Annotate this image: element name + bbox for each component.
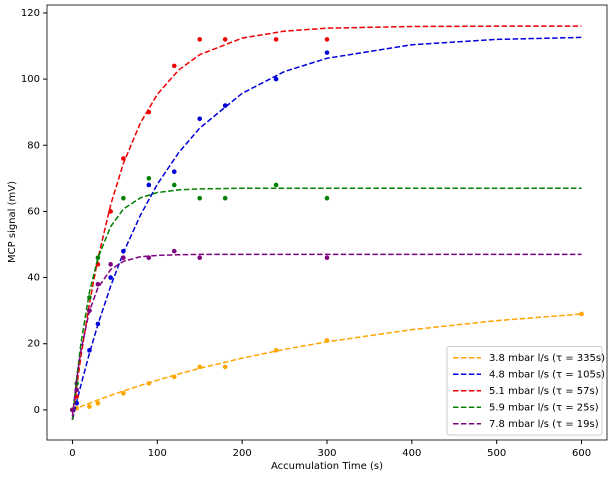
x-tick-label: 0 [69,448,75,459]
x-tick-label: 100 [148,448,167,459]
data-point [222,364,228,370]
legend-label: 5.1 mbar l/s (τ = 57s) [489,386,599,397]
data-point [95,255,101,261]
data-point [171,248,177,254]
data-point [579,311,584,317]
data-point [324,50,330,55]
legend-label: 4.8 mbar l/s (τ = 105s) [489,369,605,380]
y-axis-label: MCP signal (mV) [7,181,18,263]
data-point [222,103,228,108]
y-tick-label: 40 [27,273,40,284]
legend-label: 7.8 mbar l/s (τ = 19s) [489,419,599,430]
data-point [171,63,177,69]
data-point [146,255,152,261]
plot-frame [46,4,608,441]
data-point [95,400,101,406]
y-tick-label: 60 [27,206,40,217]
fit-line [72,313,582,411]
data-point [121,255,126,261]
fit-line [71,187,582,420]
data-point [146,381,152,386]
data-point [108,209,113,214]
data-point [273,182,279,188]
data-point [146,176,152,181]
data-point [222,195,228,201]
data-point [197,364,203,370]
y-tick-label: 120 [21,8,40,19]
x-axis-label: Accumulation Time (s) [271,461,383,472]
data-point [87,295,92,300]
x-tick-label: 200 [233,448,252,459]
data-point [197,255,203,261]
data-point [273,348,279,353]
data-point [222,37,228,42]
data-point [324,255,330,261]
data-point [197,195,203,201]
data-point [108,275,113,280]
data-point [324,338,330,343]
data-point [171,182,177,188]
data-point [87,404,92,409]
data-point [70,407,75,413]
x-tick-label: 400 [402,448,421,459]
y-tick-label: 0 [34,405,40,416]
legend: 3.8 mbar l/s (τ = 335s) 4.8 mbar l/s (τ =… [446,346,605,436]
legend-label: 5.9 mbar l/s (τ = 25s) [489,402,599,413]
data-point [146,182,152,188]
x-tick-label: 500 [487,448,506,459]
data-point [121,391,126,396]
data-point [74,400,79,406]
y-tick-label: 80 [27,140,40,151]
x-tick-label: 600 [572,448,591,459]
data-point [74,387,79,393]
data-point [324,195,330,201]
data-point [95,281,101,287]
y-tick-label: 100 [21,74,40,85]
data-point [146,109,152,115]
data-point [197,37,203,42]
legend-box [446,346,603,436]
data-point [197,116,203,122]
data-point [87,308,92,313]
fit-line [71,36,582,420]
data-point [87,348,92,353]
data-point [121,195,126,201]
data-point [95,321,101,327]
data-point [273,76,279,82]
x-tick-label: 300 [317,448,336,459]
data-point [108,262,113,267]
data-point [171,169,177,175]
data-point [171,374,177,380]
y-tick-label: 20 [27,339,40,350]
legend-label: 3.8 mbar l/s (τ = 335s) [489,353,605,364]
data-point [121,156,126,161]
data-point [324,37,330,42]
data-point [273,37,279,42]
data-point [121,248,126,254]
